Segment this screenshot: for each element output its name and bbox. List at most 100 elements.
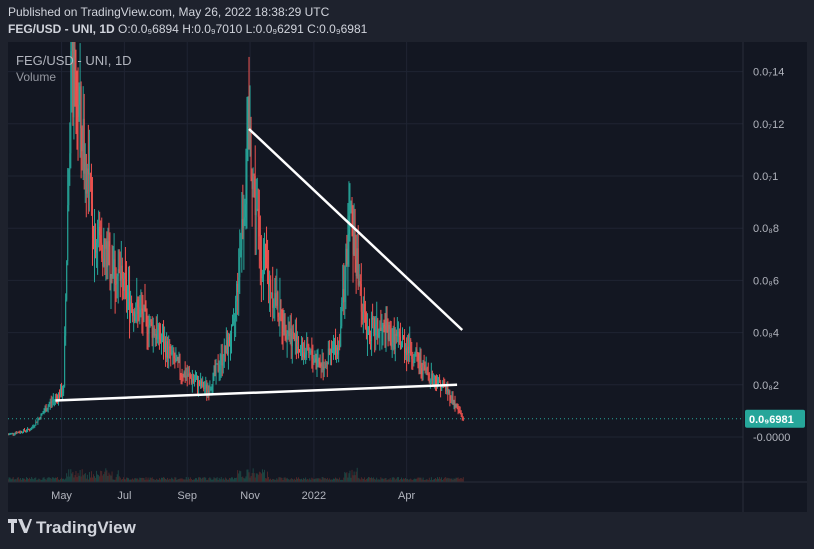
candle-body bbox=[92, 203, 93, 239]
candle-body bbox=[462, 417, 464, 420]
candle-body bbox=[151, 322, 153, 338]
volume-bar bbox=[308, 479, 310, 482]
candle-body bbox=[383, 325, 385, 327]
candle-body bbox=[384, 326, 386, 345]
candle-body bbox=[136, 299, 138, 315]
volume-bar bbox=[443, 478, 445, 482]
volume-bar bbox=[391, 477, 393, 482]
volume-bar bbox=[25, 479, 26, 482]
volume-bar bbox=[365, 479, 366, 482]
volume-bar bbox=[60, 478, 61, 482]
published-caption: Published on TradingView.com, May 26, 20… bbox=[8, 5, 330, 19]
candle-body bbox=[9, 433, 11, 435]
candle-body bbox=[452, 396, 454, 404]
volume-bar bbox=[118, 476, 120, 482]
candle-body bbox=[339, 345, 341, 347]
volume-bar bbox=[50, 478, 52, 482]
volume-bar bbox=[430, 477, 432, 482]
volume-bar bbox=[98, 475, 100, 482]
footer-brand[interactable]: TradingView bbox=[8, 518, 136, 538]
volume-bar bbox=[80, 476, 82, 482]
candle-body bbox=[454, 401, 456, 407]
volume-bar bbox=[17, 477, 19, 482]
candle-body bbox=[359, 281, 361, 284]
volume-bar bbox=[286, 477, 288, 482]
candle-body bbox=[65, 299, 67, 336]
y-tick-label: -0.0000 bbox=[753, 432, 790, 444]
candle-body bbox=[80, 86, 82, 129]
volume-bar bbox=[241, 477, 243, 482]
volume-bar bbox=[211, 479, 213, 482]
volume-bar bbox=[48, 477, 50, 482]
candle-body bbox=[369, 326, 370, 336]
ohlc-line: FEG/USD - UNI, 1D O:0.0₉6894 H:0.0₉7010 … bbox=[8, 22, 367, 36]
volume-bar bbox=[138, 479, 140, 482]
candle-body bbox=[101, 242, 103, 259]
volume-bar bbox=[345, 473, 347, 482]
candle-body bbox=[321, 361, 323, 367]
volume-bar bbox=[77, 473, 79, 482]
candle-body bbox=[169, 346, 171, 348]
volume-bar bbox=[171, 477, 173, 482]
candle-body bbox=[334, 344, 335, 348]
candle-body bbox=[167, 341, 169, 359]
volume-bar bbox=[26, 477, 27, 482]
volume-bar bbox=[39, 479, 41, 482]
volume-bar bbox=[157, 479, 159, 482]
candle-body bbox=[226, 340, 228, 354]
volume-bar bbox=[47, 477, 49, 482]
candle-body bbox=[376, 319, 378, 325]
candle-body bbox=[426, 367, 428, 374]
candle-body bbox=[414, 352, 416, 362]
volume-bar bbox=[120, 479, 122, 482]
candle-body bbox=[346, 248, 348, 265]
candle-body bbox=[240, 250, 242, 258]
candle-body bbox=[419, 357, 421, 364]
candle-body bbox=[455, 403, 457, 407]
candle-body bbox=[63, 386, 65, 394]
candle-body bbox=[344, 279, 346, 303]
candle-body bbox=[172, 350, 174, 354]
candle-body bbox=[68, 169, 70, 206]
volume-bar bbox=[361, 478, 363, 482]
chart-panel[interactable]: 0.0₇14 0.0₇12 0.0₇1 0.0₈8 0.0₈6 0.0₈4 0.0₈2 -0.… bbox=[7, 9, 807, 512]
volume-bar bbox=[114, 479, 116, 482]
candle-body bbox=[363, 304, 365, 313]
candle-body bbox=[446, 387, 448, 392]
candle-body bbox=[51, 401, 53, 403]
volume-bar bbox=[442, 479, 444, 482]
candle-body bbox=[271, 292, 273, 294]
volume-bar bbox=[356, 467, 358, 482]
volume-bar bbox=[249, 477, 251, 482]
volume-bar bbox=[154, 479, 156, 482]
candle-body bbox=[191, 379, 193, 383]
volume-bar bbox=[87, 479, 89, 482]
volume-bar bbox=[419, 477, 421, 482]
volume-bar bbox=[106, 470, 108, 482]
candle-body bbox=[406, 348, 408, 355]
volume-bar bbox=[305, 477, 307, 482]
candle-body bbox=[275, 293, 277, 306]
candle-body bbox=[105, 241, 107, 249]
volume-bar bbox=[155, 478, 157, 482]
candle-body bbox=[117, 269, 119, 277]
volume-bar bbox=[93, 474, 94, 482]
volume-bar bbox=[72, 471, 74, 482]
volume-bar bbox=[374, 478, 376, 482]
candle-body bbox=[450, 400, 452, 402]
volume-bar bbox=[228, 479, 229, 482]
candle-body bbox=[315, 358, 317, 365]
candle-body bbox=[392, 328, 394, 343]
candle-body bbox=[410, 340, 412, 355]
volume-bar bbox=[152, 478, 154, 482]
tradingview-logo-icon bbox=[8, 518, 32, 538]
volume-bar bbox=[422, 477, 424, 482]
candle-body bbox=[382, 325, 384, 329]
volume-bar bbox=[375, 479, 377, 482]
candle-body bbox=[140, 308, 142, 310]
volume-bar bbox=[57, 477, 58, 482]
price-chart[interactable]: 0.0₇14 0.0₇12 0.0₇1 0.0₈8 0.0₈6 0.0₈4 0.0₈2 -0.… bbox=[7, 9, 807, 512]
volume-bar bbox=[342, 479, 344, 482]
candle-body bbox=[244, 204, 246, 218]
candle-body bbox=[265, 249, 266, 251]
